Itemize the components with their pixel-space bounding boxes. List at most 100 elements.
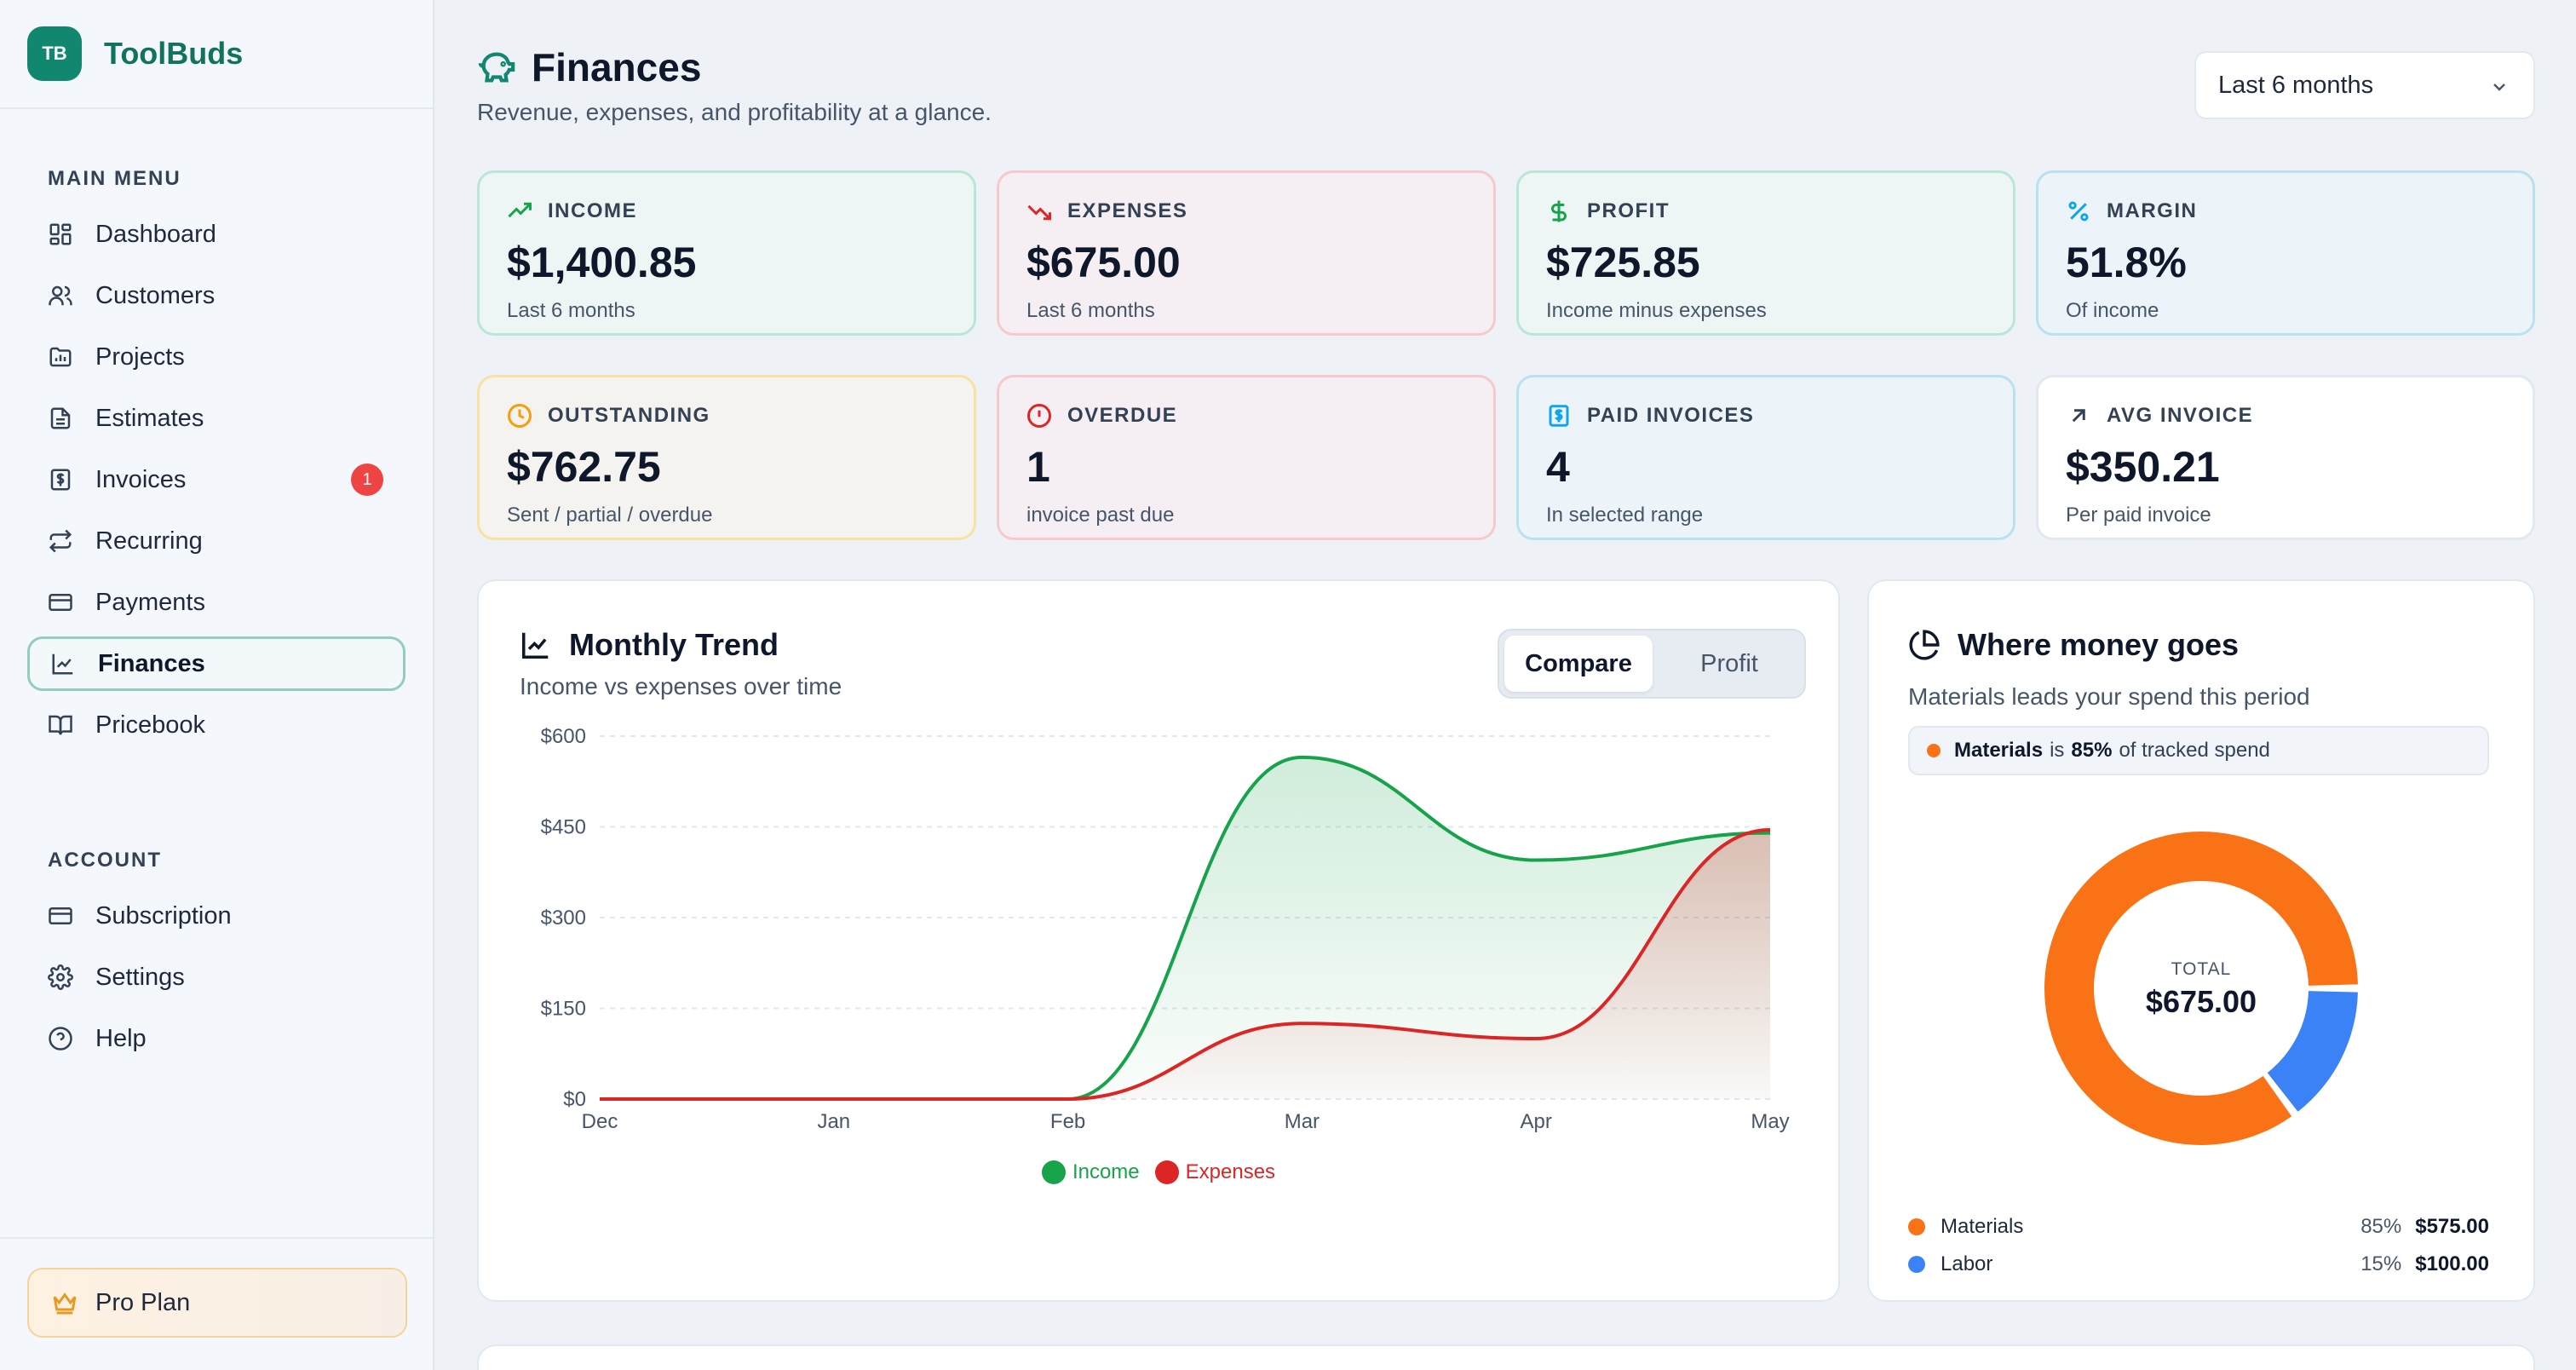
repeat-icon: [49, 529, 72, 553]
breakdown-name: Labor: [1941, 1252, 1993, 1275]
trend-view-toggle: Compare Profit: [1498, 629, 1806, 699]
sidebar-item-estimates[interactable]: Estimates: [27, 391, 405, 446]
x-tick-label: May: [1751, 1110, 1789, 1133]
sidebar-item-label: Dashboard: [95, 220, 216, 248]
main-menu-label: MAIN MENU: [48, 167, 181, 190]
callout-pct: 85%: [2071, 739, 2113, 762]
sidebar-item-recurring[interactable]: Recurring: [27, 514, 405, 568]
expenses-sub: Last 6 months: [1026, 299, 1155, 322]
legend-label: Expenses: [1185, 1160, 1276, 1183]
page-subtitle: Revenue, expenses, and profitability at …: [477, 99, 992, 125]
margin-sub: Of income: [2066, 299, 2159, 322]
sidebar-item-invoices[interactable]: Invoices 1: [27, 452, 405, 507]
page-title: Finances: [477, 44, 701, 90]
invoices-badge: 1: [351, 463, 383, 496]
breakdown-pct: 15%: [2360, 1252, 2402, 1275]
profit-card: PROFIT $725.85 Income minus expenses: [1516, 170, 2015, 336]
piggy-bank-icon: [478, 52, 515, 83]
sidebar-item-projects[interactable]: Projects: [27, 330, 405, 384]
users-icon: [49, 285, 72, 306]
profit-sub: Income minus expenses: [1546, 299, 1767, 322]
margin-label: MARGIN: [2107, 199, 2198, 222]
monthly-trend-card: Monthly Trend Income vs expenses over ti…: [477, 579, 1840, 1302]
sidebar-item-label: Finances: [98, 649, 205, 677]
profit-value: $725.85: [1546, 239, 1700, 286]
breakdown-pct: 85%: [2360, 1215, 2402, 1238]
sidebar-item-subscription[interactable]: Subscription: [27, 889, 405, 943]
main-nav: Dashboard Customers Projects Estimates I…: [0, 207, 433, 752]
credit-card-icon: [49, 594, 72, 611]
brand[interactable]: TB ToolBuds: [0, 0, 433, 109]
sidebar-item-dashboard[interactable]: Dashboard: [27, 207, 405, 262]
donut-total-label: TOTAL: [2171, 959, 2232, 979]
x-tick-label: Dec: [582, 1110, 618, 1133]
sidebar-item-label: Subscription: [95, 901, 232, 930]
sidebar-item-payments[interactable]: Payments: [27, 575, 405, 630]
chevron-down-icon: [2493, 83, 2505, 91]
clock-icon: [508, 404, 532, 428]
legend-income[interactable]: Income: [1041, 1160, 1140, 1184]
overdue-value: 1: [1026, 443, 1050, 491]
legend-expenses[interactable]: Expenses: [1154, 1160, 1276, 1184]
sidebar-item-pricebook[interactable]: Pricebook: [27, 698, 405, 752]
materials-dot: [1927, 744, 1941, 757]
income-legend-dot: [1041, 1160, 1066, 1184]
x-tick-label: Apr: [1521, 1110, 1552, 1133]
expenses-value: $675.00: [1026, 239, 1181, 286]
folder-chart-icon: [49, 347, 72, 367]
breakdown-row-materials: Materials 85% $575.00: [1908, 1210, 2489, 1244]
x-tick-label: Jan: [817, 1110, 850, 1133]
labor-dot: [1908, 1256, 1925, 1273]
breakdown-amount: $100.00: [2415, 1252, 2489, 1275]
dollar-icon: [1551, 200, 1567, 222]
sidebar-item-customers[interactable]: Customers: [27, 268, 405, 323]
sidebar-footer: Pro Plan: [0, 1237, 433, 1370]
donut-slice-labor[interactable]: [2267, 991, 2358, 1112]
breakdown-name: Materials: [1941, 1215, 2024, 1238]
sidebar-item-label: Pricebook: [95, 711, 205, 739]
alert-circle-icon: [1027, 404, 1051, 428]
sidebar-item-label: Settings: [95, 963, 185, 991]
sidebar-item-label: Customers: [95, 281, 216, 309]
trend-subtitle: Income vs expenses over time: [520, 673, 842, 699]
sidebar-item-label: Projects: [95, 342, 185, 371]
spend-subtitle: Materials leads your spend this period: [1908, 683, 2310, 710]
avg-invoice-card: AVG INVOICE $350.21 Per paid invoice: [2036, 375, 2535, 540]
donut-slice-materials[interactable]: [2044, 831, 2358, 1145]
income-card: INCOME $1,400.85 Last 6 months: [477, 170, 976, 336]
outstanding-sub: Sent / partial / overdue: [507, 504, 713, 527]
line-chart-icon: [522, 632, 549, 659]
series-area-income: [600, 757, 1770, 1099]
y-tick-label: $300: [541, 907, 586, 930]
compare-toggle[interactable]: Compare: [1504, 636, 1653, 692]
profit-label: PROFIT: [1587, 199, 1670, 222]
expenses-legend-dot: [1154, 1160, 1179, 1184]
sidebar-item-finances[interactable]: Finances: [27, 636, 405, 691]
outstanding-card: OUTSTANDING $762.75 Sent / partial / ove…: [477, 375, 976, 540]
breakdown-row-labor: Labor 15% $100.00: [1908, 1247, 2489, 1281]
expenses-label: EXPENSES: [1067, 199, 1188, 222]
credit-card-icon: [49, 907, 72, 924]
margin-card: MARGIN 51.8% Of income: [2036, 170, 2535, 336]
brand-logo: TB: [27, 26, 82, 81]
paid-invoices-value: 4: [1546, 443, 1570, 491]
income-value: $1,400.85: [507, 239, 697, 286]
percent-icon: [2068, 201, 2089, 222]
margin-value: 51.8%: [2066, 239, 2187, 286]
callout-tail: of tracked spend: [2119, 739, 2270, 762]
profit-toggle[interactable]: Profit: [1700, 649, 1758, 677]
income-sub: Last 6 months: [507, 299, 635, 322]
help-circle-icon: [49, 1027, 72, 1051]
avg-invoice-value: $350.21: [2066, 443, 2220, 491]
trend-legend: Income Expenses: [477, 1160, 1840, 1184]
pro-plan-button[interactable]: Pro Plan: [27, 1268, 407, 1338]
sidebar-item-settings[interactable]: Settings: [27, 950, 405, 1004]
sidebar-item-help[interactable]: Help: [27, 1011, 405, 1066]
trend-title: Monthly Trend: [520, 627, 779, 663]
spend-donut-chart: TOTAL $675.00: [2044, 831, 2358, 1145]
avg-invoice-label: AVG INVOICE: [2107, 404, 2254, 427]
date-range-select[interactable]: Last 6 months: [2194, 51, 2535, 119]
overdue-card: OVERDUE 1 invoice past due: [997, 375, 1496, 540]
breakdown-amount: $575.00: [2415, 1215, 2489, 1238]
trending-down-icon: [1027, 204, 1051, 221]
